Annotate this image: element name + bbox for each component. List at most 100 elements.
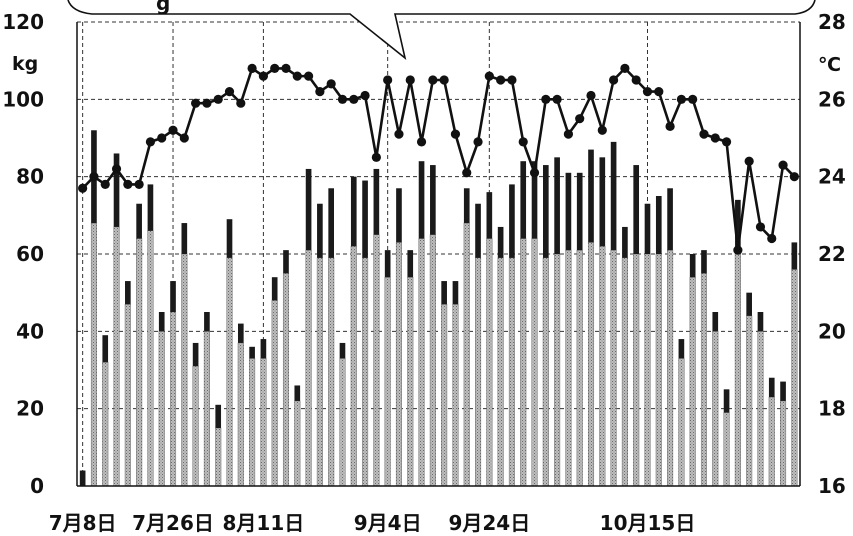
bar-lower-segment (192, 365, 199, 487)
temperature-point (213, 94, 223, 104)
temperature-point (507, 75, 517, 85)
temperature-point (755, 222, 766, 232)
bar-lower-segment (169, 311, 177, 487)
bar-lower-segment (147, 230, 154, 487)
bar-lower-segment (565, 249, 572, 487)
bar-lower-segment (418, 238, 425, 487)
bar-upper-segment (271, 277, 278, 301)
left-axis-tick-label: 40 (16, 319, 44, 343)
bar-upper-segment (452, 281, 459, 305)
bar-upper-segment (689, 254, 696, 278)
bar-upper-segment (294, 385, 301, 401)
bar-upper-segment (350, 176, 357, 247)
left-axis-tick-label: 100 (2, 87, 44, 111)
temperature-point (552, 94, 562, 104)
temperature-point (789, 172, 799, 182)
bar-series (79, 130, 798, 487)
bar-lower-segment (441, 304, 448, 487)
bar-upper-segment (430, 165, 436, 235)
temperature-point (78, 183, 88, 193)
x-axis-tick-label: 9月4日 (354, 511, 422, 535)
bar-upper-segment (283, 250, 289, 274)
temperature-point (337, 94, 348, 104)
temperature-point (123, 179, 133, 189)
temperature-point (145, 137, 156, 147)
temperature-point (462, 168, 472, 178)
bar-lower-segment (294, 400, 301, 487)
temperature-point (473, 137, 483, 147)
bar-upper-segment (237, 323, 244, 343)
temperature-point (157, 133, 167, 143)
bar-lower-segment (260, 358, 267, 487)
bar-upper-segment (441, 281, 447, 305)
bar-upper-segment (735, 199, 741, 254)
bar-lower-segment (271, 300, 278, 487)
left-axis-tick-label: 120 (2, 10, 44, 34)
bar-upper-segment (701, 250, 707, 274)
bar-lower-segment (124, 304, 131, 487)
x-axis-tick-label: 8月11日 (223, 511, 305, 535)
bar-lower-segment (350, 246, 357, 487)
left-axis-tick-label: 60 (16, 242, 44, 266)
bar-lower-segment (610, 249, 617, 487)
bar-upper-segment (599, 157, 606, 247)
x-axis-tick-label: 10月15日 (600, 511, 696, 535)
bar-lower-segment (633, 253, 640, 487)
temperature-point (665, 121, 675, 131)
temperature-point (236, 98, 246, 108)
bar-lower-segment (237, 342, 244, 487)
left-axis-tick-label: 20 (16, 397, 44, 421)
bar-lower-segment (395, 242, 402, 487)
temperature-point (654, 87, 664, 97)
left-axis-tick-label: 0 (30, 474, 44, 498)
bar-upper-segment (215, 404, 222, 428)
bar-lower-segment (678, 358, 685, 487)
bar-lower-segment (497, 257, 504, 487)
bar-lower-segment (780, 400, 787, 487)
bar-upper-segment (542, 165, 549, 258)
bar-upper-segment (305, 168, 312, 251)
right-axis-tick-label: 28 (818, 10, 846, 34)
bar-lower-segment (791, 269, 798, 487)
left-axis-tick-label: 80 (16, 165, 44, 189)
left-axis-unit: kg (12, 53, 38, 75)
bar-upper-segment (678, 339, 685, 359)
temperature-point (620, 63, 630, 73)
bar-lower-segment (102, 362, 109, 487)
bar-lower-segment (407, 277, 414, 487)
temperature-line-series (78, 63, 799, 255)
temperature-point (699, 129, 709, 139)
temperature-point (541, 94, 551, 104)
temperature-point (767, 233, 777, 244)
bar-lower-segment (384, 277, 391, 487)
temperature-point (360, 90, 370, 101)
bar-lower-segment (328, 257, 335, 487)
temperature-point (586, 90, 596, 101)
bar-upper-segment (79, 470, 86, 486)
temperature-point (270, 63, 280, 73)
right-axis-unit: ℃ (818, 54, 841, 76)
bar-lower-segment (226, 257, 233, 487)
bar-lower-segment (712, 331, 719, 487)
bar-upper-segment (633, 165, 640, 254)
temperature-point (563, 129, 574, 139)
bar-upper-segment (791, 242, 798, 270)
bar-lower-segment (746, 315, 753, 487)
temperature-point (744, 156, 754, 166)
temperature-point (168, 125, 178, 135)
right-axis-labels: 16 18 20 22 24 26 28 (818, 10, 846, 498)
x-axis-tick-label: 7月8日 (49, 511, 117, 535)
bar-upper-segment (565, 172, 572, 251)
bar-upper-segment (158, 312, 165, 332)
bar-upper-segment (328, 188, 335, 258)
temperature-point (179, 133, 189, 143)
temperature-point (450, 129, 461, 139)
bar-upper-segment (667, 188, 673, 251)
temperature-point (258, 71, 268, 81)
bar-lower-segment (316, 257, 323, 487)
temperature-point (428, 75, 438, 85)
bar-lower-segment (644, 253, 651, 487)
callout-text-fragment: g (156, 0, 170, 15)
bar-upper-segment (723, 389, 730, 413)
bar-lower-segment (90, 222, 97, 487)
